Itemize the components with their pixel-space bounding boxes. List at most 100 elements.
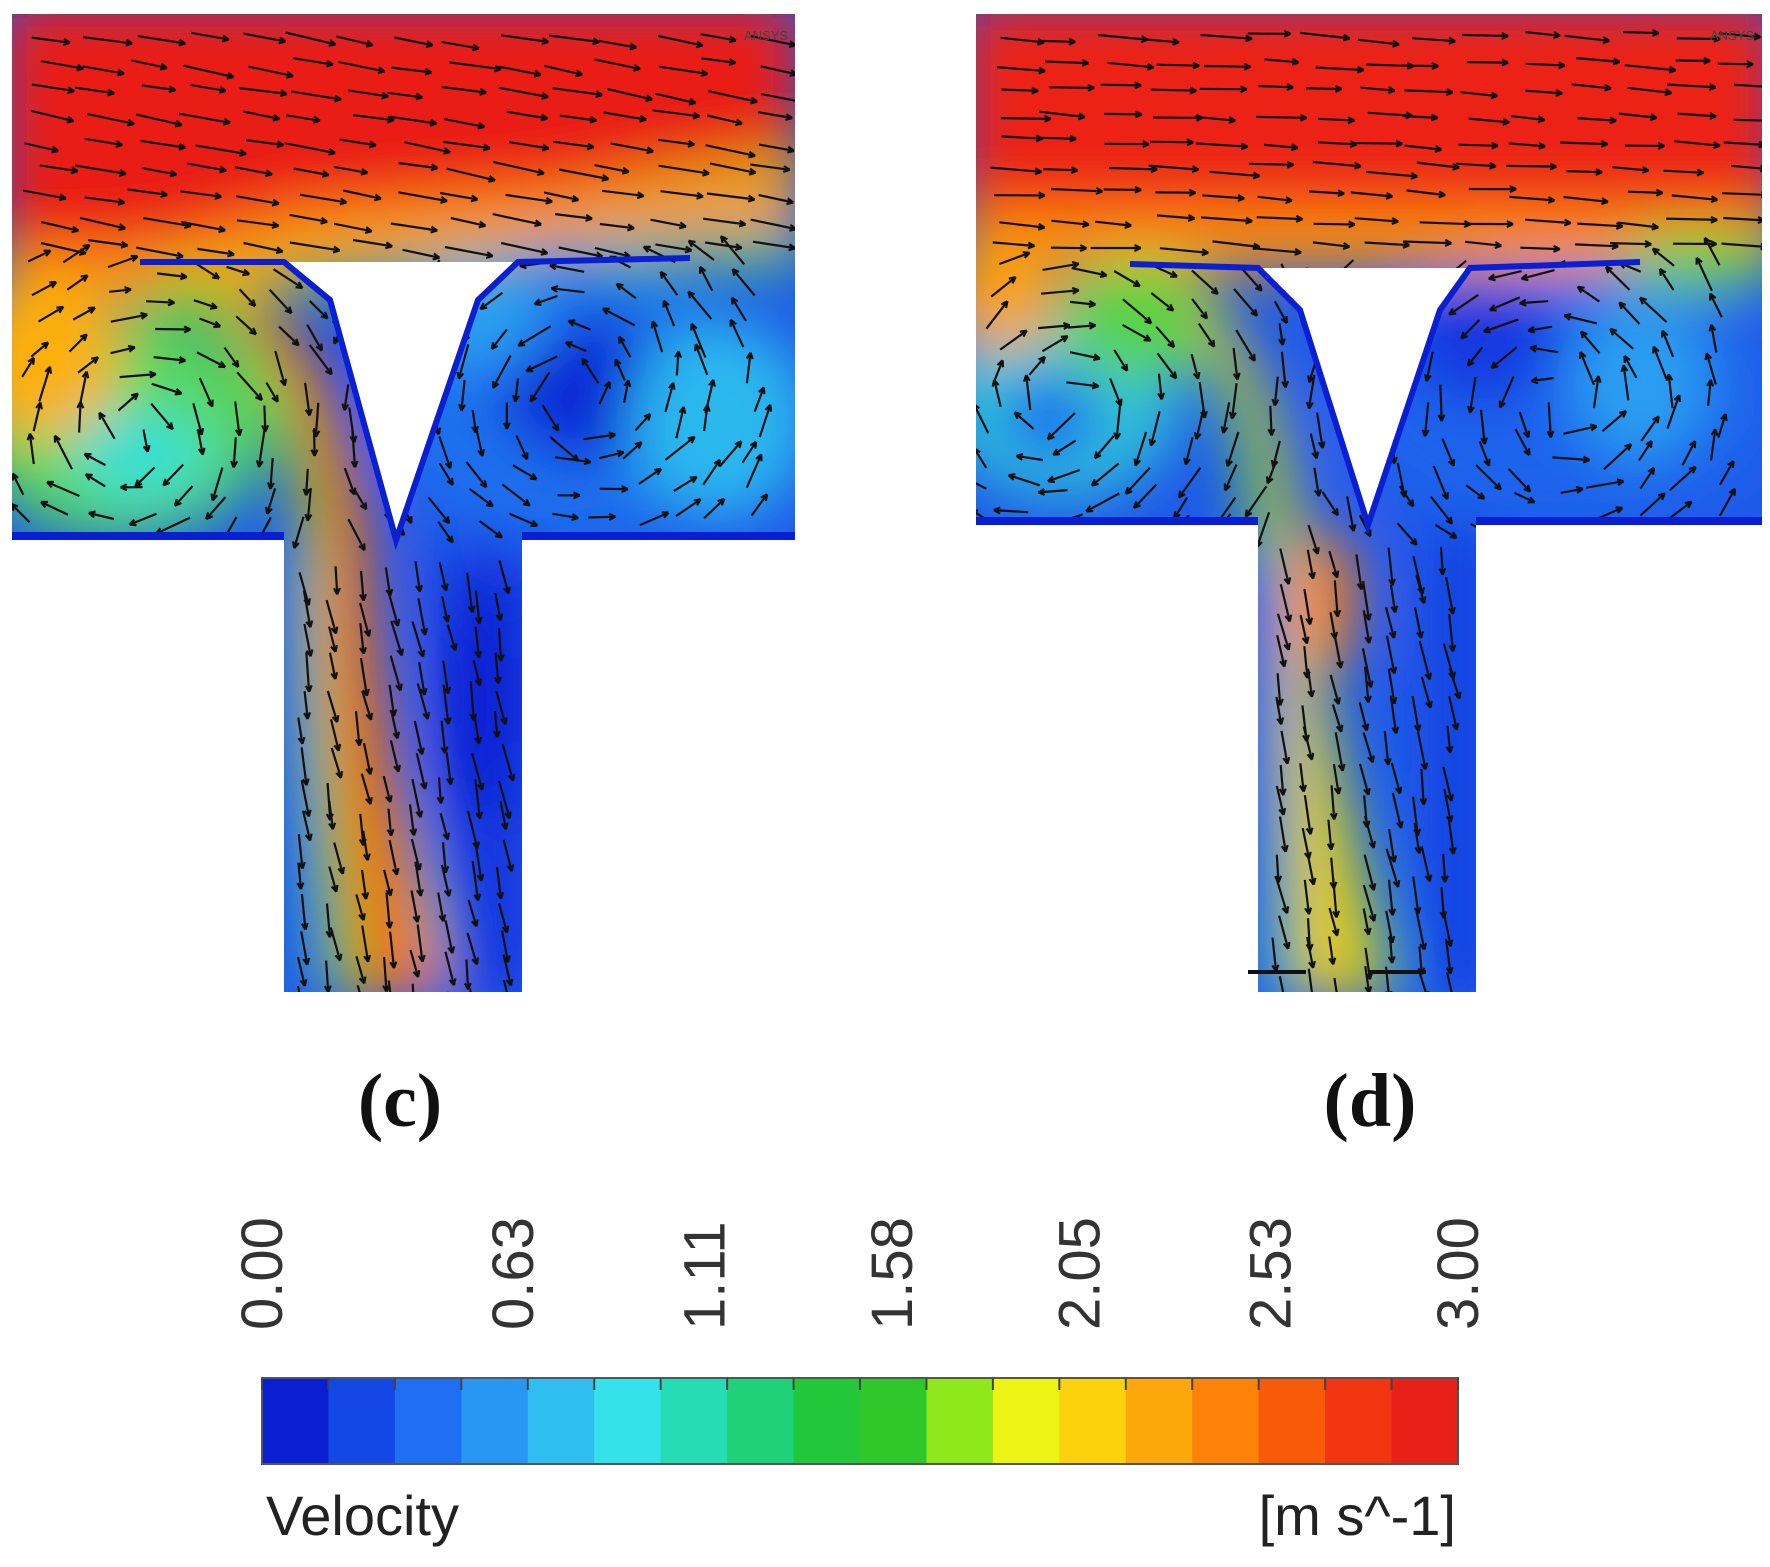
velocity-vector [266,457,275,490]
velocity-vector [38,365,53,402]
velocity-vector [1418,640,1433,681]
velocity-vector [557,491,581,500]
velocity-vector [117,392,139,412]
velocity-vector [1309,433,1320,460]
colorbar-tick-label: 3.00 [1426,1217,1491,1330]
velocity-vector [387,591,401,627]
velocity-vector [1280,730,1291,765]
velocity-vector [1637,440,1653,462]
velocity-vector [1362,580,1373,621]
velocity-colorbar: 0.00 0.63 1.11 1.58 2.05 2.53 3.00 Velocity [m… [230,1217,1491,1547]
velocity-vector [77,356,100,374]
velocity-vector [1122,524,1151,544]
velocity-vector [1007,473,1041,487]
velocity-vector [583,431,617,441]
velocity-vector [234,166,273,178]
velocity-vector [382,775,393,803]
velocity-vector [1579,330,1601,355]
velocity-vector [750,163,791,173]
velocity-vector [1717,413,1728,438]
velocity-vector [1610,240,1652,249]
velocity-vector [141,84,177,94]
velocity-vector [1150,86,1197,95]
velocity-vector [1564,34,1610,45]
velocity-vector [427,496,451,525]
velocity-vector [1396,522,1418,546]
velocity-vector [302,468,311,496]
velocity-vector [417,598,429,636]
velocity-vector [1153,265,1178,278]
colorbar-swatch [328,1378,396,1464]
velocity-vector [1406,189,1446,199]
velocity-vector [466,932,480,966]
velocity-vector [1183,437,1194,466]
velocity-vector [1066,381,1100,390]
velocity-vector [1666,215,1718,224]
velocity-vector [1360,86,1396,95]
velocity-vector [985,300,1009,330]
velocity-vector [706,114,743,127]
velocity-vector [1718,487,1737,517]
velocity-vector [1518,411,1531,439]
velocity-vector [1358,514,1372,538]
velocity-panel-d: ANSYS (d) [976,14,1762,1143]
velocity-vector [1052,439,1077,456]
velocity-vector [1191,269,1219,295]
velocity-vector [1461,31,1509,40]
velocity-vector [339,138,377,149]
velocity-vector [1045,58,1090,67]
velocity-vector [705,241,743,252]
velocity-vector [493,160,545,176]
velocity-vector [1415,910,1428,951]
velocity-vector [662,299,676,327]
velocity-vector [329,927,343,962]
velocity-vector [554,213,593,222]
velocity-vector [348,89,389,100]
ansys-watermark-d: ANSYS [1710,28,1754,43]
velocity-vector [1258,83,1294,92]
velocity-vector [1353,139,1403,148]
velocity-vector [353,114,395,124]
velocity-vector [265,382,279,403]
velocity-vector [78,370,90,407]
velocity-vector [552,140,595,151]
velocity-vector [1069,351,1101,362]
velocity-vector [1278,915,1291,950]
velocity-vector [446,624,458,652]
velocity-vector [441,596,451,623]
velocity-vector [1519,298,1549,307]
velocity-vector [517,325,552,347]
colorbar-swatch [594,1378,662,1464]
velocity-vector [1695,256,1713,292]
velocity-vector [1362,732,1375,764]
velocity-vector [1384,607,1397,639]
velocity-vector [1403,62,1439,70]
velocity-vector [1155,325,1176,349]
velocity-vector [178,112,231,126]
velocity-vector [541,404,560,432]
velocity-vector [243,32,287,45]
velocity-vector [75,86,115,97]
velocity-vector [1513,491,1536,504]
velocity-vector [196,429,206,456]
velocity-vector [658,138,696,148]
velocity-vector [509,141,550,152]
velocity-vector [1093,435,1115,460]
velocity-vector [328,800,337,830]
velocity-vector [31,36,71,46]
velocity-vector [303,623,314,657]
velocity-vector [1049,83,1095,92]
velocity-vector [1440,853,1449,883]
velocity-vector [1143,37,1180,46]
velocity-vector [1363,815,1376,849]
velocity-vector [634,412,652,432]
velocity-vector [137,35,186,47]
velocity-vector [1100,81,1142,90]
velocity-vector [355,955,367,985]
velocity-vector [753,386,766,412]
velocity-vector [1546,402,1555,439]
velocity-vector [657,34,704,49]
velocity-vector [1328,907,1340,937]
velocity-vector [615,282,637,300]
panel-label-d: (d) [1324,1059,1417,1143]
